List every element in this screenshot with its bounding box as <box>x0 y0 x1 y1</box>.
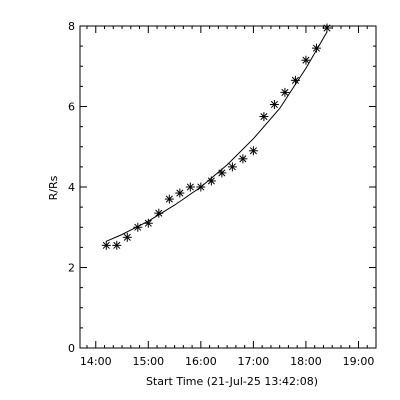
data-point-stroke <box>207 177 215 185</box>
data-point <box>280 87 290 97</box>
y-tick-label: 8 <box>68 20 75 33</box>
data-point-stroke <box>249 147 257 155</box>
y-tick-label: 4 <box>68 181 75 194</box>
data-point <box>154 208 164 218</box>
x-axis-label: Start Time (21-Jul-25 13:42:08) <box>146 375 318 388</box>
y-tick-label: 6 <box>68 101 75 114</box>
y-tick-label: 2 <box>68 262 75 275</box>
data-point-stroke <box>165 195 173 203</box>
data-point <box>206 176 216 186</box>
data-point <box>164 194 174 204</box>
data-point <box>133 222 143 232</box>
data-point <box>259 112 269 122</box>
data-point <box>185 182 195 192</box>
x-tick-label: 18:00 <box>290 355 322 368</box>
data-point-stroke <box>144 219 152 227</box>
y-tick-label: 0 <box>68 342 75 355</box>
data-point <box>322 23 332 33</box>
x-tick-label: 15:00 <box>132 355 164 368</box>
data-points-layer <box>101 23 332 250</box>
data-point-stroke <box>102 241 110 249</box>
data-point-stroke <box>260 113 268 121</box>
data-point-stroke <box>239 155 247 163</box>
data-point-stroke <box>312 44 321 52</box>
x-tick-label: 16:00 <box>185 355 217 368</box>
data-point <box>175 188 185 198</box>
data-point <box>143 218 153 228</box>
data-point <box>112 240 122 250</box>
fit-curve <box>106 31 328 242</box>
data-point-stroke <box>123 233 131 241</box>
data-point <box>311 43 321 53</box>
data-point-stroke <box>186 183 194 191</box>
x-tick-label: 19:00 <box>343 355 375 368</box>
x-tick-label: 17:00 <box>238 355 270 368</box>
fit-curve-layer <box>106 31 328 242</box>
plot-axes: 14:00 15:00 16:00 17:00 18:00 19:00 0 2 4 6 8 <box>68 20 377 368</box>
data-point-stroke <box>197 183 205 191</box>
data-point <box>101 240 111 250</box>
data-point <box>227 162 237 172</box>
data-point <box>269 99 279 109</box>
data-point <box>301 55 311 65</box>
data-point <box>217 168 227 178</box>
y-axis-label: R/Rs <box>47 175 60 200</box>
data-point-stroke <box>113 241 121 249</box>
data-point-stroke <box>270 100 278 109</box>
data-point <box>196 182 206 192</box>
data-point <box>238 154 248 164</box>
x-tick-label: 14:00 <box>80 355 112 368</box>
data-point-stroke <box>302 56 310 64</box>
data-point-stroke <box>218 169 226 177</box>
data-point <box>122 232 132 242</box>
data-point-stroke <box>323 24 331 32</box>
data-point-stroke <box>155 209 163 217</box>
data-point <box>248 146 258 156</box>
data-point-stroke <box>228 163 236 171</box>
data-point <box>290 75 300 85</box>
data-point-stroke <box>134 223 142 231</box>
plot-frame <box>79 25 377 349</box>
data-point-stroke <box>281 88 289 96</box>
data-point-stroke <box>291 76 299 84</box>
data-point-stroke <box>176 189 184 197</box>
